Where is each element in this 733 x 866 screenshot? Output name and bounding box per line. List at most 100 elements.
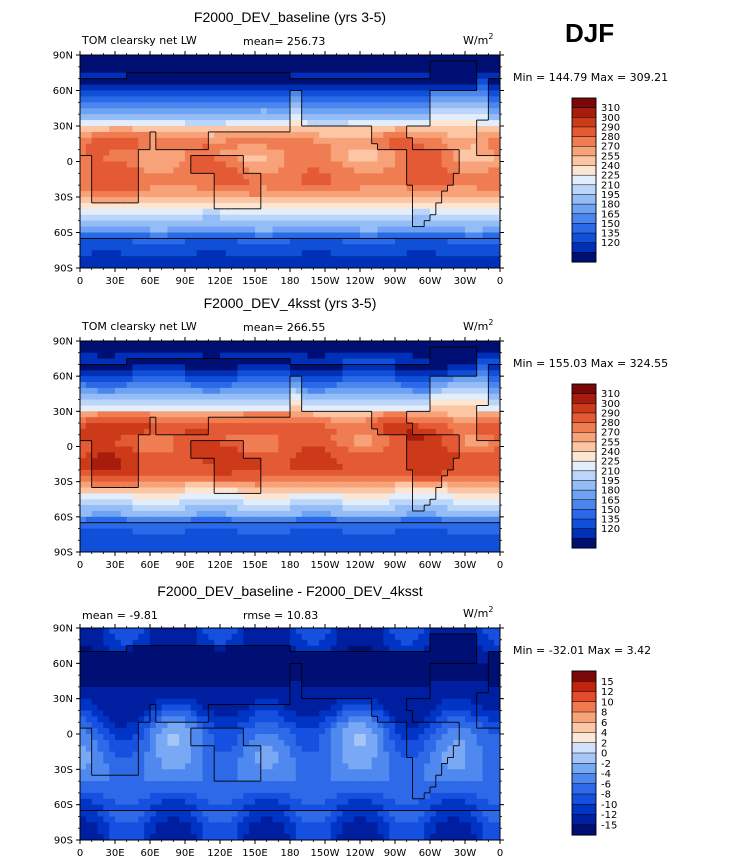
map-cell [290, 364, 297, 371]
map-cell [161, 452, 168, 459]
map-cell [330, 220, 338, 227]
map-cell [325, 405, 332, 412]
map-cell [365, 232, 373, 239]
map-cell [330, 452, 338, 459]
map-cell [441, 446, 448, 453]
map-cell [109, 185, 116, 192]
map-cell [354, 250, 361, 257]
map-cell [120, 376, 128, 383]
map-cell [476, 387, 483, 395]
map-cell [430, 358, 437, 365]
map-cell [453, 131, 460, 139]
map-cell [138, 108, 145, 115]
map-cell [459, 96, 466, 103]
map-cell [476, 78, 483, 85]
map-cell [459, 452, 466, 459]
map-cell [132, 376, 139, 383]
map-cell [202, 179, 209, 186]
map-cell [80, 352, 87, 359]
map-cell [435, 90, 443, 97]
map-cell [144, 423, 151, 430]
map-cell [342, 244, 349, 251]
map-cell [389, 66, 396, 74]
map-cell [348, 84, 355, 91]
map-cell [365, 96, 373, 103]
map-cell [278, 405, 285, 412]
map-cell [354, 149, 361, 156]
map-cell [494, 475, 501, 483]
map-cell [336, 262, 343, 269]
map-cell [109, 191, 116, 198]
map-cell [435, 226, 443, 233]
map-cell [260, 185, 268, 192]
map-cell [488, 55, 495, 62]
map-cell [424, 382, 431, 389]
map-cell [196, 405, 203, 412]
map-cell [284, 358, 291, 365]
map-cell [482, 120, 489, 127]
map-cell [482, 364, 489, 371]
map-cell [365, 358, 373, 365]
map-cell [400, 376, 408, 383]
map-cell [400, 423, 408, 430]
map-cell [237, 370, 244, 377]
map-cell [290, 469, 297, 477]
map-cell [202, 250, 209, 257]
map-cell [354, 393, 361, 401]
map-cell [278, 78, 285, 85]
colorbar-label: 280 [601, 132, 620, 143]
map-cell [371, 131, 378, 139]
map-cell [325, 60, 332, 68]
map-cell [365, 393, 373, 401]
map-cell [161, 96, 168, 103]
map-cell [488, 191, 495, 198]
map-cell [295, 137, 303, 145]
map-cell [155, 102, 163, 109]
map-cell [190, 452, 198, 459]
map-cell [336, 220, 343, 227]
map-cell [85, 417, 93, 424]
map-cell [453, 66, 460, 74]
map-cell [255, 262, 262, 269]
map-cell [255, 452, 262, 459]
map-cell [243, 232, 250, 239]
map-cell [365, 452, 373, 459]
map-cell [173, 137, 180, 145]
map-cell [441, 364, 448, 371]
map-cell [85, 434, 93, 442]
map-cell [441, 238, 448, 245]
map-cell [138, 428, 145, 436]
map-cell [307, 120, 314, 127]
map-cell [348, 155, 355, 162]
map-cell [418, 108, 425, 115]
map-cell [91, 423, 98, 430]
map-cell [383, 244, 390, 251]
map-cell [278, 411, 285, 418]
map-cell [348, 208, 355, 216]
map-cell [97, 440, 104, 447]
map-cell [371, 446, 378, 453]
map-cell [103, 405, 110, 412]
map-cell [441, 179, 448, 186]
map-cell [465, 352, 472, 359]
map-cell [284, 226, 291, 233]
map-cell [406, 250, 413, 257]
map-cell [214, 143, 221, 151]
map-cell [284, 167, 291, 174]
map-cell [278, 352, 285, 359]
map-cell [103, 423, 110, 430]
map-cell [155, 197, 163, 204]
map-cell [441, 55, 448, 62]
map-cell [237, 346, 244, 354]
map-cell [395, 197, 402, 204]
map-cell [441, 256, 448, 263]
map-cell [319, 220, 326, 227]
map-cell [80, 143, 87, 151]
map-cell [144, 114, 151, 121]
map-cell [482, 55, 489, 62]
map-cell [214, 434, 221, 442]
map-cell [132, 214, 139, 222]
map-cell [260, 417, 268, 424]
map-cell [412, 262, 419, 269]
map-cell [115, 149, 122, 156]
